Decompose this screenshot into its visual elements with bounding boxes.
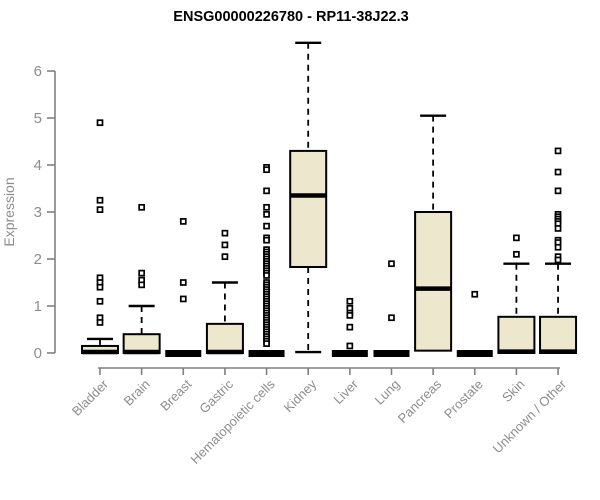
- box-group-hematopoietic-cells: [248, 164, 285, 357]
- outlier-point: [513, 250, 520, 258]
- x-tick-label: Gastric: [196, 376, 236, 416]
- iqr-box: [497, 315, 536, 354]
- box-group-gastric: [205, 229, 244, 355]
- x-tick-label: Lung: [372, 377, 403, 408]
- y-tick-label: 3: [34, 204, 42, 221]
- outlier-point: [221, 253, 229, 260]
- outlier-point: [554, 168, 562, 176]
- outlier-point: [554, 225, 562, 232]
- y-tick-label: 6: [34, 63, 42, 80]
- outlier-point: [554, 243, 562, 251]
- outlier-point: [96, 283, 104, 291]
- y-axis-title: Expression: [1, 177, 17, 246]
- box-group-brain: [122, 203, 161, 355]
- box-group-liver: [331, 297, 368, 357]
- outlier-point: [388, 260, 395, 268]
- x-tick-label: Brain: [121, 377, 153, 409]
- x-tick-label: Bladder: [69, 376, 112, 419]
- iqr-box: [289, 149, 328, 268]
- x-tick-label: Prostate: [441, 377, 486, 422]
- outlier-point: [179, 295, 187, 303]
- outlier-point: [346, 323, 354, 331]
- outlier-point: [138, 269, 145, 277]
- outlier-point: [346, 342, 354, 350]
- outlier-point: [138, 203, 145, 211]
- outlier-point: [513, 234, 520, 242]
- outlier-point: [263, 222, 270, 230]
- outlier-point: [221, 229, 229, 237]
- iqr-box: [205, 322, 244, 354]
- box-group-skin: [497, 234, 536, 354]
- x-tick-label: Liver: [330, 376, 361, 407]
- outlier-point: [221, 241, 229, 249]
- box-group-lung: [373, 260, 410, 357]
- x-tick-label: Skin: [499, 377, 527, 405]
- box-group-unknown-other: [539, 147, 578, 354]
- outlier-point: [179, 218, 187, 225]
- collapsed-box: [456, 350, 493, 357]
- x-tick-label: Kidney: [281, 376, 320, 415]
- y-tick-label: 4: [34, 157, 42, 174]
- chart-title: ENSG00000226780 - RP11-38J22.3: [173, 9, 409, 25]
- box-group-bladder: [81, 119, 119, 355]
- outlier-point: [471, 290, 479, 298]
- y-tick-label: 5: [34, 110, 42, 127]
- box-group-pancreas: [414, 114, 453, 352]
- y-tick-label: 0: [34, 345, 42, 362]
- outlier-point: [96, 206, 104, 213]
- x-tick-label: Pancreas: [395, 376, 445, 426]
- x-tick-label: Unknown / Other: [490, 376, 570, 456]
- outlier-point: [263, 203, 270, 211]
- y-axis: 0 1 2 3 4 5 6 Expression: [1, 63, 56, 362]
- box-group-breast: [165, 218, 202, 357]
- outlier-point: [346, 312, 354, 319]
- outlier-point: [263, 236, 270, 244]
- iqr-box: [414, 211, 453, 352]
- outlier-point: [96, 196, 104, 204]
- outlier-point: [179, 279, 187, 286]
- box-group-prostate: [456, 290, 493, 357]
- outlier-point: [96, 319, 104, 326]
- y-tick-label: 1: [34, 298, 42, 315]
- outlier-point: [96, 119, 104, 127]
- outlier-point: [138, 281, 145, 289]
- collapsed-box: [373, 350, 410, 357]
- box-group-kidney: [289, 41, 328, 354]
- outlier-point: [554, 187, 562, 195]
- outlier-point: [388, 314, 395, 322]
- collapsed-box: [165, 350, 202, 357]
- collapsed-box: [331, 350, 368, 357]
- x-tick-label: Breast: [157, 376, 194, 413]
- collapsed-box: [248, 350, 285, 357]
- outlier-point: [554, 147, 562, 155]
- outlier-point: [263, 166, 270, 174]
- outlier-point: [263, 340, 270, 347]
- outlier-point: [554, 256, 562, 264]
- outlier-point: [96, 297, 104, 305]
- outlier-point: [263, 187, 270, 195]
- outlier-point: [346, 297, 354, 305]
- outlier-point: [263, 211, 270, 218]
- outlier-point: [263, 272, 270, 279]
- iqr-box: [539, 315, 578, 354]
- y-tick-label: 2: [34, 251, 42, 268]
